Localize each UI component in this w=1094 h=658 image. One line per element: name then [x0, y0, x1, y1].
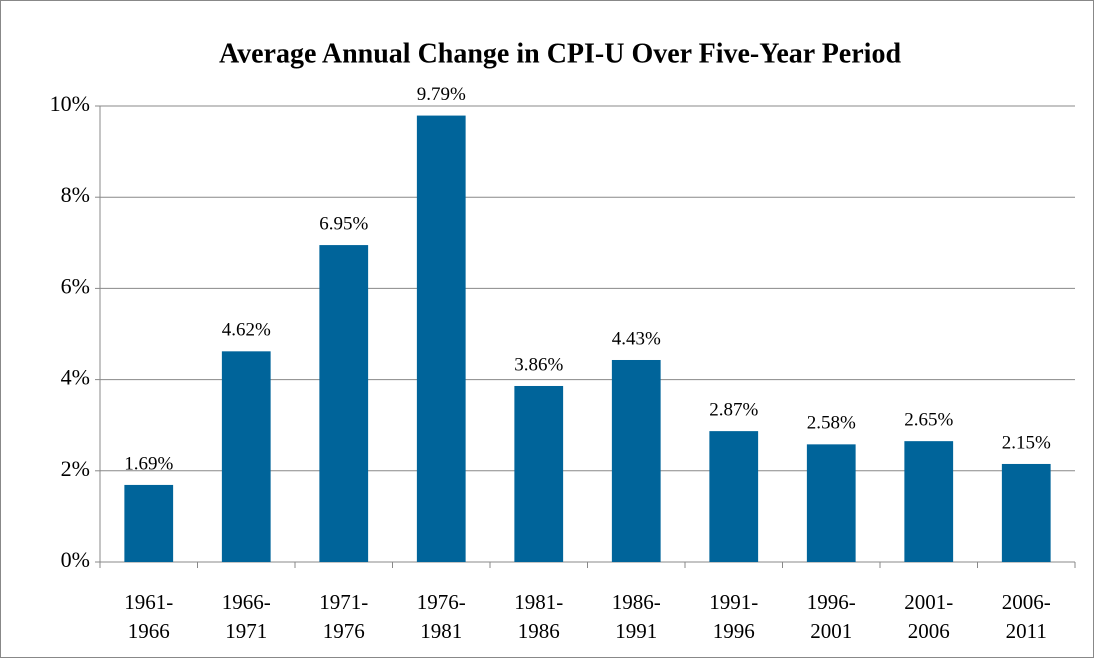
chart-title: Average Annual Change in CPI-U Over Five… [219, 38, 901, 69]
y-tick-label: 8% [61, 182, 90, 207]
x-tick-label: 2001-2006 [904, 590, 954, 643]
data-label: 4.62% [222, 320, 271, 341]
data-label: 2.65% [904, 410, 953, 431]
bar [611, 359, 661, 562]
x-tick-label: 1971-1976 [319, 590, 369, 643]
bar [806, 444, 856, 562]
x-tick-label: 1996-2001 [806, 590, 856, 643]
y-tick-label: 10% [50, 91, 90, 116]
x-tick-label: 1981-1986 [514, 590, 564, 643]
data-label: 4.43% [612, 328, 661, 349]
data-label: 2.87% [709, 399, 758, 420]
y-tick-label: 4% [61, 365, 90, 390]
data-label: 1.69% [124, 453, 173, 474]
x-tick-label: 1976-1981 [416, 590, 466, 643]
data-label: 6.95% [319, 213, 368, 234]
x-tick-label: 1961-1966 [124, 590, 174, 643]
x-tick-label: 1991-1996 [709, 590, 759, 643]
bar [1001, 463, 1051, 562]
x-tick-label: 1986-1991 [611, 590, 661, 643]
bar [514, 385, 564, 562]
bar [221, 351, 271, 562]
data-label: 9.79% [417, 84, 466, 105]
bar [416, 115, 466, 563]
y-tick-label: 2% [61, 456, 90, 481]
bar [904, 441, 954, 562]
x-tick-label: 2006-2011 [1001, 590, 1051, 643]
bar [709, 431, 759, 562]
bar [319, 245, 369, 562]
y-tick-label: 0% [61, 547, 90, 572]
data-label: 3.86% [514, 354, 563, 375]
y-tick-label: 6% [61, 273, 90, 298]
x-tick-label: 1966-1971 [221, 590, 271, 643]
data-label: 2.58% [807, 413, 856, 434]
data-label: 2.15% [1002, 432, 1051, 453]
bar [124, 484, 174, 562]
